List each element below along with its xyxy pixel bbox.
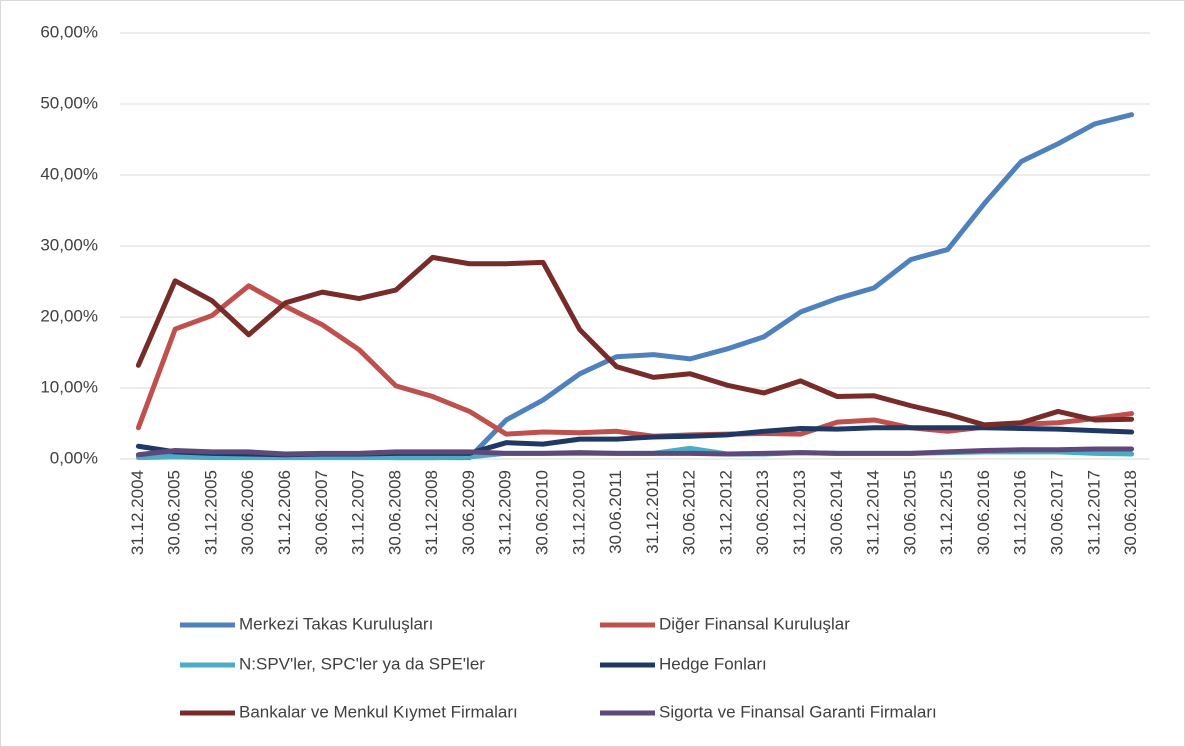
x-tick-label: 31.12.2017: [1084, 470, 1103, 555]
y-tick-label: 40,00%: [40, 164, 98, 183]
y-tick-label: 50,00%: [40, 93, 98, 112]
legend-label: Merkezi Takas Kuruluşları: [239, 614, 433, 633]
x-tick-label: 30.06.2012: [680, 470, 699, 555]
x-tick-label: 31.12.2004: [128, 470, 147, 555]
x-tick-label: 30.06.2015: [900, 470, 919, 555]
y-tick-label: 20,00%: [40, 306, 98, 325]
x-tick-label: 30.06.2014: [827, 470, 846, 555]
y-tick-label: 30,00%: [40, 235, 98, 254]
x-tick-label: 31.12.2008: [422, 470, 441, 555]
y-tick-label: 60,00%: [40, 22, 98, 41]
x-tick-label: 31.12.2013: [790, 470, 809, 555]
x-tick-label: 31.12.2016: [1011, 470, 1030, 555]
legend-label: Hedge Fonları: [659, 654, 767, 673]
x-tick-label: 30.06.2018: [1121, 470, 1140, 555]
x-tick-label: 31.12.2007: [349, 470, 368, 555]
x-tick-label: 31.12.2015: [937, 470, 956, 555]
x-tick-label: 31.12.2010: [569, 470, 588, 555]
y-tick-label: 10,00%: [40, 377, 98, 396]
x-tick-label: 30.06.2010: [533, 470, 552, 555]
x-tick-label: 30.06.2017: [1048, 470, 1067, 555]
legend-label: Diğer Finansal Kuruluşlar: [659, 614, 850, 633]
y-tick-label: 0,00%: [50, 448, 98, 467]
x-tick-label: 31.12.2005: [201, 470, 220, 555]
x-tick-label: 30.06.2011: [606, 470, 625, 554]
x-tick-label: 30.06.2007: [312, 470, 331, 555]
x-tick-label: 30.06.2016: [974, 470, 993, 555]
x-tick-label: 30.06.2008: [385, 470, 404, 555]
x-tick-label: 31.12.2012: [716, 470, 735, 555]
legend-label: N:SPV'ler, SPC'ler ya da SPE'ler: [239, 654, 485, 673]
series-line: [135, 254, 1135, 428]
x-tick-label: 31.12.2011: [643, 470, 662, 554]
x-tick-label: 30.06.2005: [165, 470, 184, 555]
legend-label: Bankalar ve Menkul Kıymet Firmaları: [239, 702, 518, 721]
x-tick-label: 30.06.2009: [459, 470, 478, 555]
legend-label: Sigorta ve Finansal Garanti Firmaları: [659, 702, 937, 721]
x-tick-label: 30.06.2006: [238, 470, 257, 555]
x-tick-label: 31.12.2009: [496, 470, 515, 555]
series-line: [135, 446, 1135, 458]
x-tick-label: 30.06.2013: [753, 470, 772, 555]
x-tick-label: 31.12.2014: [864, 470, 883, 555]
x-tick-label: 31.12.2006: [275, 470, 294, 555]
